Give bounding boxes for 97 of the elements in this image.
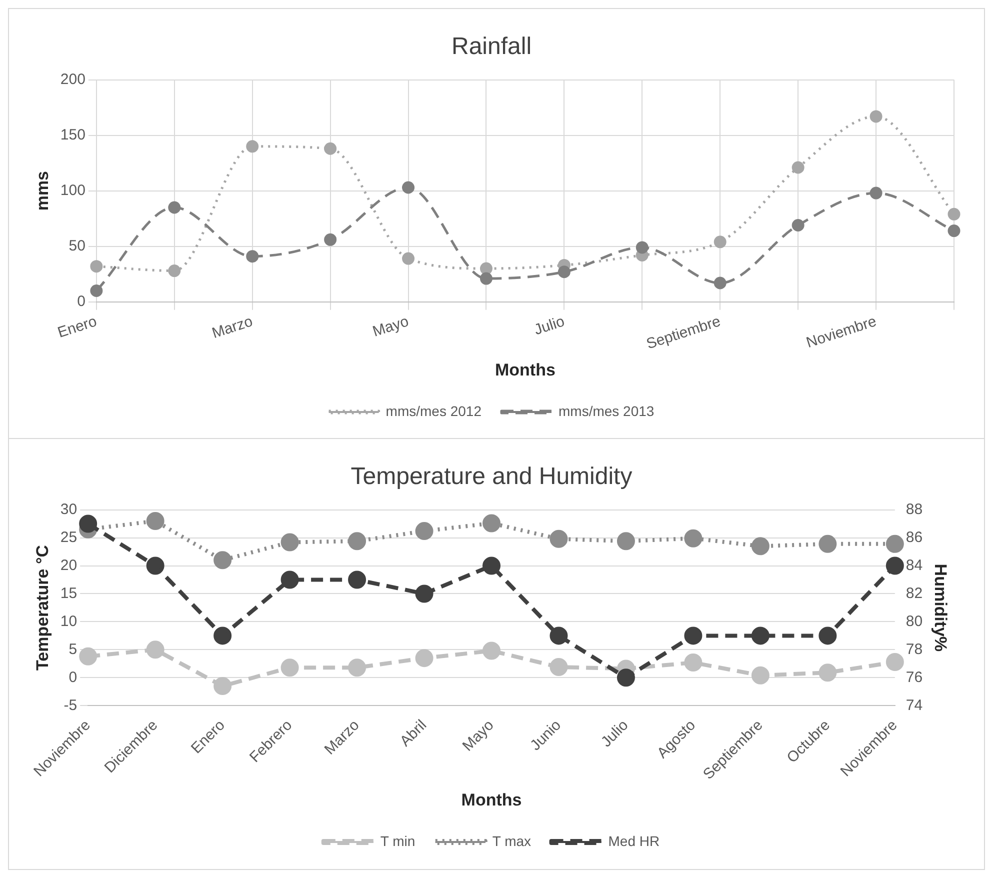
point — [415, 584, 434, 603]
point — [280, 570, 299, 589]
point — [886, 556, 904, 575]
x-tick-label: Mayo — [370, 312, 411, 340]
point — [870, 186, 882, 200]
y-tick-label: 200 — [60, 70, 86, 88]
y2-tick-label: 84 — [906, 556, 923, 574]
y-axis-title: mms — [32, 170, 52, 211]
y2-tick-label: 82 — [906, 584, 923, 602]
chart-title: Temperature and Humidity — [350, 463, 632, 490]
y-tick-label: 20 — [60, 556, 78, 574]
point — [348, 658, 366, 677]
point — [482, 642, 500, 660]
point — [480, 272, 492, 285]
y-tick-label: 10 — [60, 612, 78, 630]
point — [550, 530, 568, 548]
point — [79, 647, 98, 666]
point — [324, 233, 337, 246]
point — [402, 252, 415, 265]
legend-label: Med HR — [608, 832, 660, 849]
point — [214, 626, 232, 645]
point — [948, 224, 960, 238]
y-tick-label: 30 — [60, 500, 78, 518]
point — [616, 532, 635, 550]
point — [214, 677, 232, 696]
point — [751, 537, 770, 556]
point — [146, 512, 164, 530]
point — [168, 201, 181, 214]
point — [482, 556, 500, 575]
y2-tick-label: 78 — [906, 640, 923, 658]
x-tick-label: Marzo — [210, 312, 255, 342]
point — [480, 262, 492, 275]
point — [818, 664, 837, 682]
point — [415, 649, 434, 668]
point — [550, 658, 568, 676]
point — [324, 142, 337, 155]
point — [751, 666, 770, 684]
legend-label: T min — [380, 832, 416, 849]
point — [90, 284, 103, 298]
point — [79, 514, 98, 533]
point — [550, 626, 568, 645]
y-tick-label: 25 — [60, 528, 78, 546]
y-tick-label: 0 — [77, 293, 86, 310]
legend-label: mms/mes 2012 — [386, 402, 482, 419]
point — [146, 640, 164, 659]
y-tick-label: 15 — [60, 584, 78, 602]
point — [792, 161, 804, 174]
point — [280, 533, 299, 552]
y-tick-label: 5 — [68, 640, 78, 658]
point — [415, 522, 434, 540]
point — [146, 556, 164, 575]
x-tick-label: Julio — [598, 716, 632, 751]
y-axis-title: Temperature °C — [32, 544, 52, 670]
x-axis-title: Months — [461, 790, 522, 810]
point — [818, 534, 837, 553]
point — [948, 208, 960, 220]
y-tick-label: -5 — [64, 696, 78, 714]
x-tick-label: Enero — [56, 312, 99, 342]
point — [214, 551, 232, 570]
x-axis-title: Months — [494, 360, 556, 380]
x-tick-label: Julio — [532, 312, 567, 339]
point — [886, 652, 904, 671]
point — [684, 654, 702, 672]
legend-label: T max — [492, 832, 532, 849]
point — [168, 264, 181, 278]
y2-axis-title: Humidity% — [931, 564, 950, 652]
point — [684, 529, 702, 548]
point — [348, 532, 366, 550]
y-tick-label: 50 — [68, 237, 86, 254]
y-tick-label: 0 — [68, 668, 78, 686]
y2-tick-label: 76 — [906, 668, 923, 686]
point — [636, 241, 648, 254]
y-tick-label: 150 — [60, 126, 86, 144]
point — [684, 626, 702, 645]
point — [482, 514, 500, 532]
point — [280, 658, 299, 677]
chart-title: Rainfall — [451, 33, 532, 60]
point — [714, 236, 726, 248]
point — [792, 219, 804, 232]
y2-tick-label: 86 — [906, 528, 923, 546]
point — [348, 570, 366, 589]
point — [818, 626, 837, 645]
point — [246, 140, 259, 153]
point — [246, 250, 259, 263]
y2-tick-label: 88 — [906, 500, 923, 518]
legend-label: mms/mes 2013 — [558, 402, 654, 419]
point — [402, 181, 415, 194]
point — [558, 266, 570, 278]
y2-tick-label: 74 — [906, 696, 923, 714]
y-tick-label: 100 — [60, 182, 86, 199]
point — [90, 260, 103, 273]
y2-tick-label: 80 — [906, 612, 923, 630]
point — [751, 626, 770, 645]
point — [870, 110, 882, 123]
point — [616, 668, 635, 687]
point — [886, 534, 904, 553]
point — [714, 276, 726, 290]
